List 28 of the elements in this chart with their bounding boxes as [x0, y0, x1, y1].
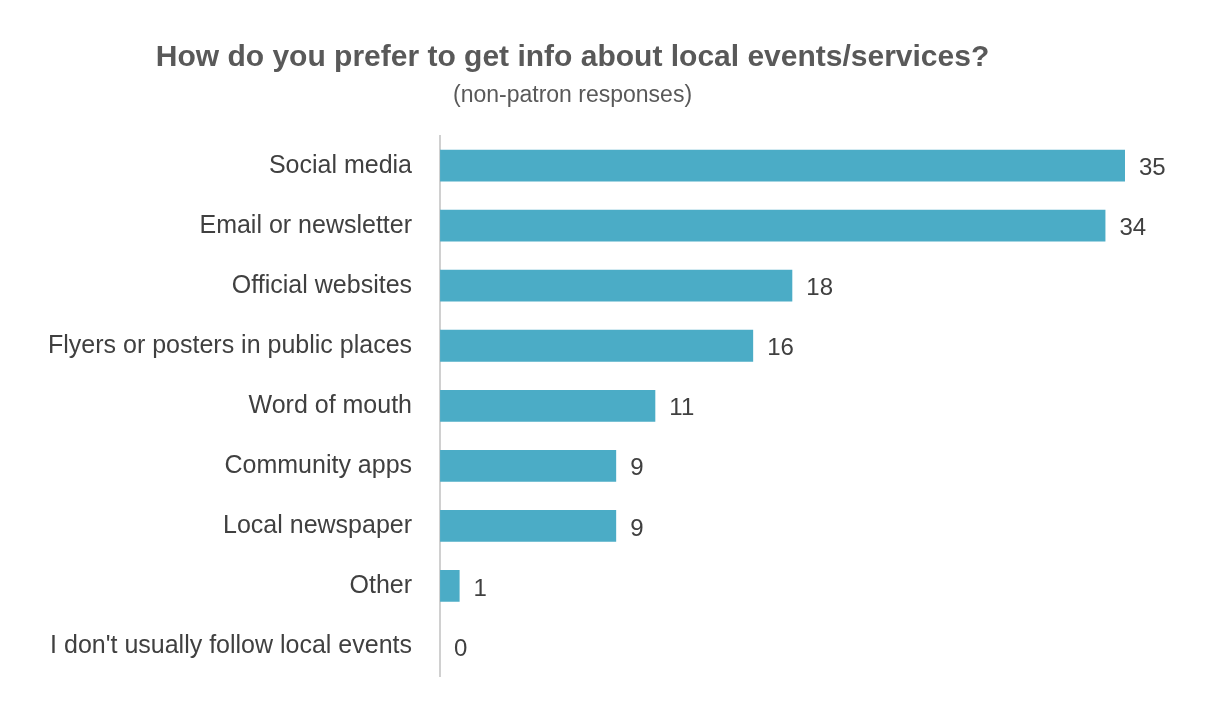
bar [440, 449, 617, 482]
y-tick-label: Flyers or posters in public places [47, 329, 413, 358]
data-label: 34 [1119, 213, 1147, 241]
bar [440, 329, 754, 362]
bar [440, 269, 793, 302]
data-label: 9 [630, 453, 644, 481]
data-label: 35 [1139, 153, 1166, 181]
data-label: 1 [473, 573, 487, 601]
bar [440, 389, 656, 422]
chart-subtitle: (non-patron responses) [452, 81, 693, 108]
bar [440, 509, 617, 542]
bar [440, 570, 460, 602]
y-tick-label: Other [349, 569, 413, 598]
chart-title: How do you prefer to get info about local events/services? [155, 39, 990, 73]
y-tick-label: Email or newsletter [199, 209, 413, 238]
y-tick-label: Official websites [231, 269, 413, 298]
bar [440, 209, 1106, 242]
y-tick-label: Local newspaper [223, 509, 413, 538]
y-tick-label: Social media [268, 149, 413, 178]
y-tick-label: Community apps [224, 449, 413, 478]
data-label: 16 [767, 333, 794, 361]
bar [440, 149, 1125, 182]
y-tick-label: Word of mouth [248, 389, 413, 418]
data-label: 0 [454, 633, 468, 661]
data-label: 18 [806, 273, 834, 301]
y-tick-label: I don't usually follow local events [50, 629, 413, 658]
data-label: 11 [669, 393, 695, 421]
data-label: 9 [630, 513, 644, 541]
